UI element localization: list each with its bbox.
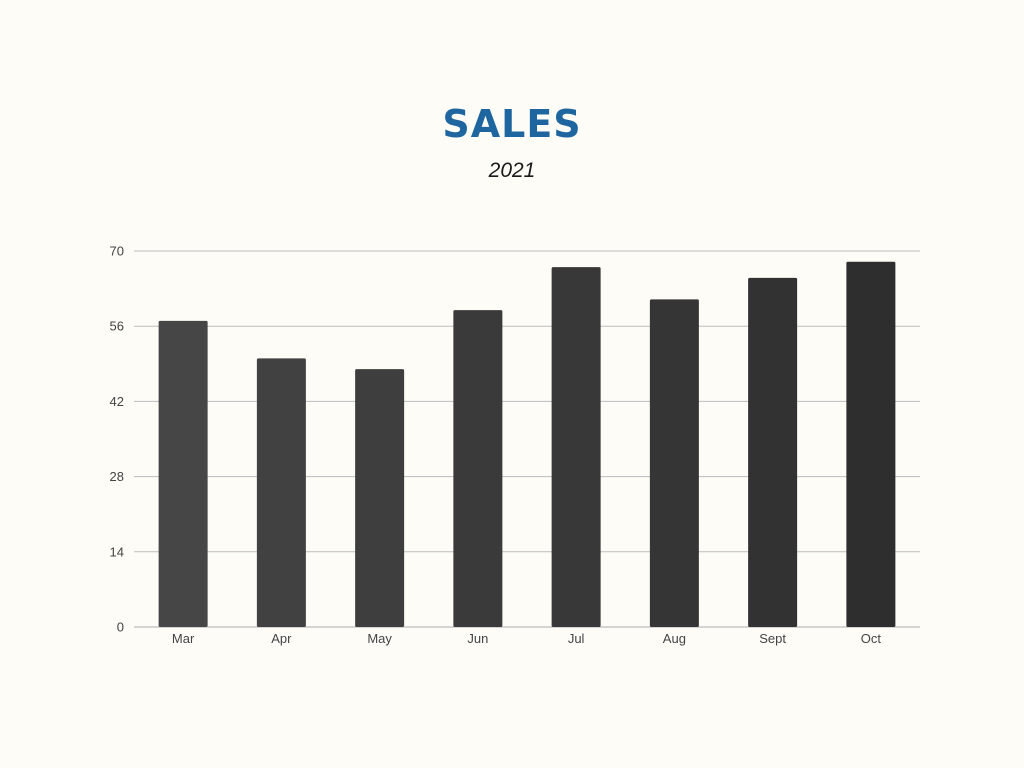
bar-aug: [649, 299, 699, 627]
y-tick-label: 42: [110, 394, 124, 409]
y-tick-label: 70: [110, 244, 124, 259]
x-tick-label: Jun: [467, 631, 488, 646]
x-tick-label: Aug: [663, 631, 686, 646]
bar-oct: [846, 261, 896, 627]
y-tick-label: 0: [117, 620, 124, 635]
bar-jul: [551, 267, 601, 627]
bar-sept: [748, 277, 798, 627]
y-tick-label: 56: [110, 319, 124, 334]
bar-jun: [453, 310, 503, 627]
x-axis-ticks: Mar Apr May Jun Jul Aug Sept Oct: [172, 631, 881, 646]
y-axis-ticks: 0 14 28 42 56 70: [110, 244, 124, 635]
x-tick-label: Jul: [568, 631, 585, 646]
bar-may: [355, 369, 405, 627]
chart-subtitle: 2021: [488, 159, 536, 182]
x-tick-label: May: [367, 631, 392, 646]
bar-apr: [256, 358, 306, 627]
x-tick-label: Sept: [759, 631, 786, 646]
chart-title: SALES: [442, 102, 582, 146]
gridlines: [134, 250, 920, 628]
bar-mar: [158, 320, 208, 627]
x-tick-label: Apr: [271, 631, 292, 646]
y-tick-label: 14: [110, 544, 124, 559]
x-tick-label: Mar: [172, 631, 195, 646]
y-tick-label: 28: [110, 469, 124, 484]
x-tick-label: Oct: [861, 631, 882, 646]
bars: [158, 261, 896, 627]
